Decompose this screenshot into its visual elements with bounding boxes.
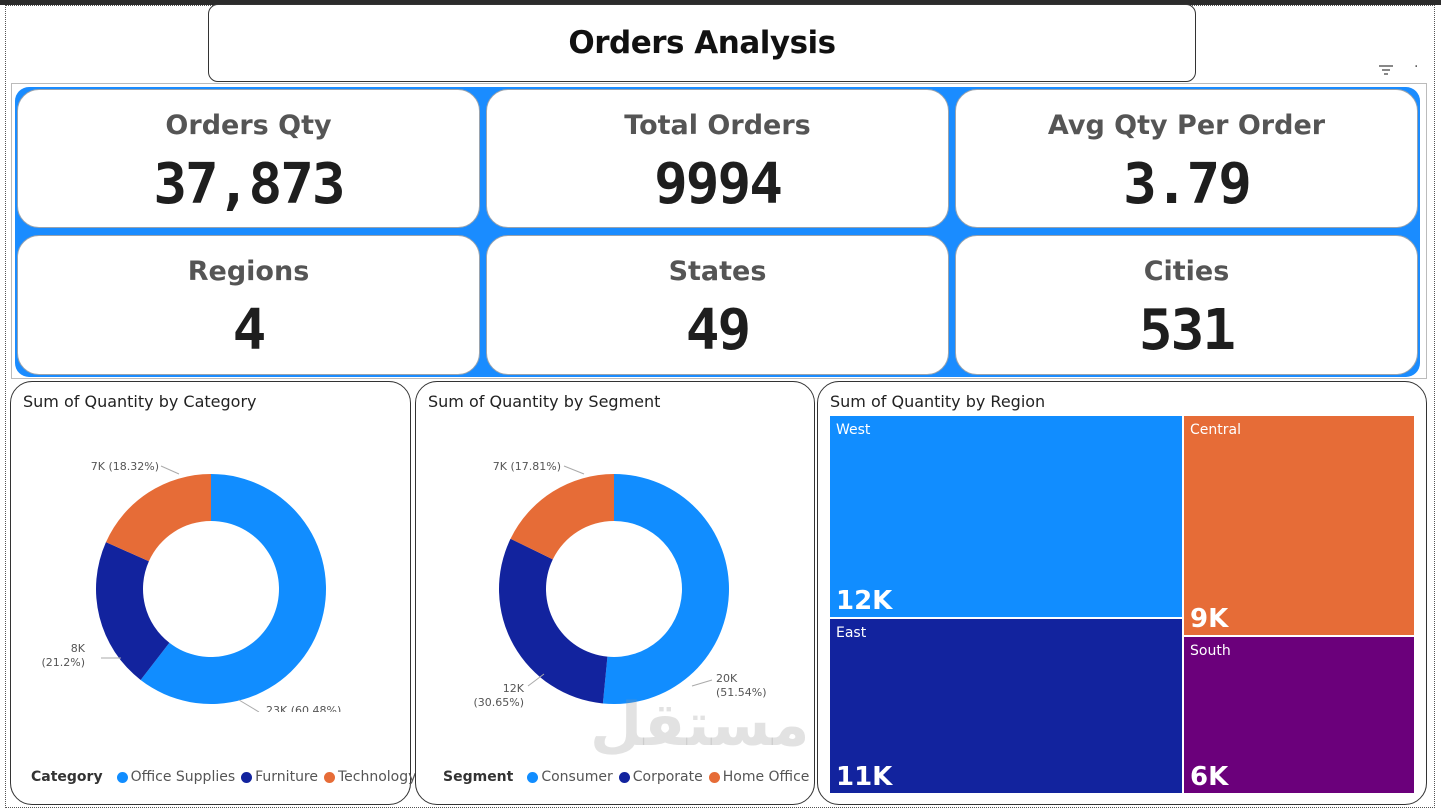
- data-label: 12K (30.65%): [473, 682, 524, 709]
- data-label: 7K (17.81%): [493, 460, 561, 473]
- treemap-tile-label: West: [836, 422, 871, 438]
- legend-dot: [324, 771, 335, 783]
- kpi-card-avg-qty[interactable]: Avg Qty Per Order 3.79: [955, 89, 1418, 228]
- report-title: Orders Analysis: [568, 25, 836, 61]
- kpi-card-cities[interactable]: Cities 531: [955, 235, 1418, 375]
- more-options-icon[interactable]: ·: [1414, 59, 1419, 75]
- segment-chart-title: Sum of Quantity by Segment: [428, 392, 661, 411]
- kpi-card-regions[interactable]: Regions 4: [17, 235, 480, 375]
- kpi-label: Total Orders: [624, 110, 811, 141]
- legend-dot: [618, 771, 630, 783]
- data-label-leader: [691, 679, 713, 687]
- legend-dot: [527, 771, 539, 783]
- legend-title: Segment: [443, 769, 514, 785]
- data-label: 8K (21.2%): [41, 642, 85, 669]
- kpi-label: Orders Qty: [165, 110, 332, 141]
- segment-legend: Segment Consumer Corporate Home Office: [443, 769, 809, 785]
- kpi-label: Regions: [187, 256, 310, 287]
- treemap-tile-east[interactable]: East 11K: [830, 619, 1182, 793]
- report-title-box: Orders Analysis: [208, 4, 1196, 82]
- treemap-tile-central[interactable]: Central 9K: [1184, 416, 1414, 635]
- kpi-value: 3.79: [1123, 152, 1252, 217]
- donut-slice-consumer[interactable]: [602, 474, 729, 704]
- filter-icon[interactable]: [1378, 62, 1394, 76]
- treemap-tile-value: 11K: [836, 762, 893, 792]
- kpi-label: Avg Qty Per Order: [1047, 110, 1326, 141]
- kpi-label: Cities: [1143, 256, 1230, 287]
- legend-item[interactable]: Consumer: [541, 769, 613, 785]
- treemap-tile-label: South: [1190, 643, 1231, 659]
- top-bar: [0, 0, 1441, 5]
- segment-chart-panel[interactable]: Sum of Quantity by Segment 20K (51.54%) 12…: [415, 381, 815, 805]
- treemap-tile-west[interactable]: West 12K: [830, 416, 1182, 617]
- donut-slice-technology[interactable]: [105, 474, 211, 562]
- legend-dot: [708, 771, 720, 783]
- data-label: 7K (18.32%): [91, 460, 159, 473]
- kpi-label: States: [668, 256, 767, 287]
- category-legend: Category Office Supplies Furniture Techn…: [31, 769, 416, 785]
- legend-item[interactable]: Home Office: [722, 769, 810, 785]
- legend-dot: [241, 771, 253, 783]
- treemap-tile-value: 6K: [1190, 762, 1229, 792]
- legend-title: Category: [31, 769, 103, 785]
- segment-donut-chart: 20K (51.54%) 12K (30.65%) 7K (17.81%): [473, 460, 767, 709]
- legend-item[interactable]: Furniture: [255, 769, 318, 785]
- treemap-tile-south[interactable]: South 6K: [1184, 637, 1414, 793]
- region-chart-panel[interactable]: Sum of Quantity by Region West 12K East …: [817, 381, 1427, 805]
- data-label-leader: [527, 673, 545, 687]
- data-label: 20K (51.54%): [716, 672, 767, 699]
- legend-dot: [116, 771, 128, 783]
- treemap-tile-value: 9K: [1190, 604, 1229, 634]
- donut-slice-office-supplies[interactable]: [140, 474, 326, 704]
- treemap-tile-value: 12K: [836, 586, 893, 616]
- category-chart-title: Sum of Quantity by Category: [23, 392, 257, 411]
- kpi-value: 531: [1138, 298, 1236, 363]
- donut-slice-home-office[interactable]: [510, 474, 614, 560]
- legend-item[interactable]: Office Supplies: [130, 769, 236, 785]
- treemap-tile-label: Central: [1190, 422, 1241, 438]
- kpi-value: 37,873: [153, 152, 345, 217]
- category-chart-panel[interactable]: Sum of Quantity by Category 23K (60.48%)…: [10, 381, 416, 805]
- category-donut-chart: 23K (60.48%) 8K (21.2%) 7K (18.32%): [41, 460, 341, 712]
- kpi-group-border: [11, 83, 1427, 379]
- data-label: 23K (60.48%): [266, 704, 341, 712]
- treemap-tile-label: East: [836, 625, 867, 641]
- donut-slice-corporate[interactable]: [499, 538, 608, 704]
- kpi-value: 9994: [654, 152, 783, 217]
- kpi-card-orders-qty[interactable]: Orders Qty 37,873: [17, 89, 480, 228]
- data-label-leader: [238, 699, 260, 712]
- kpi-card-states[interactable]: States 49: [486, 235, 949, 375]
- watermark-logo: مستقل: [590, 690, 810, 760]
- kpi-card-total-orders[interactable]: Total Orders 9994: [486, 89, 949, 228]
- kpi-value: 4: [232, 298, 267, 363]
- data-label-leader: [160, 465, 180, 475]
- legend-item[interactable]: Corporate: [632, 769, 703, 785]
- data-label-leader: [563, 465, 585, 475]
- region-chart-title: Sum of Quantity by Region: [830, 392, 1046, 411]
- donut-slice-furniture[interactable]: [95, 542, 170, 680]
- legend-item[interactable]: Technology: [338, 769, 417, 785]
- kpi-value: 49: [685, 298, 751, 363]
